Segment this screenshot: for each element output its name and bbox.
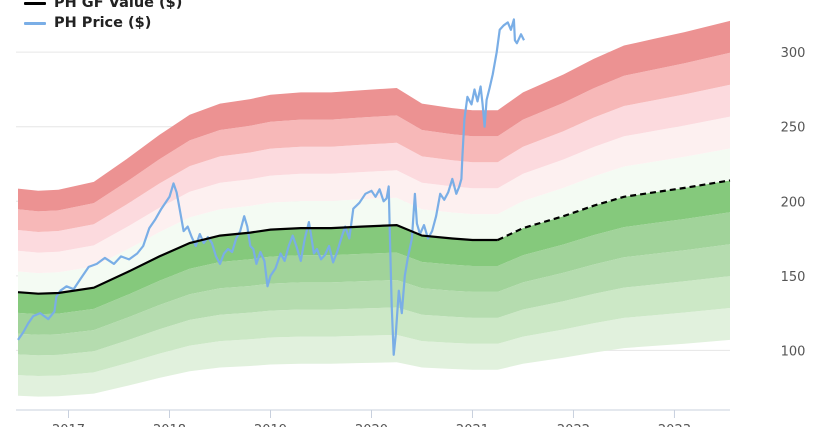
valuation-band-4 <box>18 212 730 335</box>
legend-item-gf-value[interactable]: PH GF Value ($) <box>24 0 182 13</box>
legend-swatch-price <box>24 21 46 25</box>
y-tick-label-200: 200 <box>781 195 806 210</box>
valuation-band-8 <box>18 84 730 253</box>
valuation-band-1 <box>18 308 730 397</box>
x-tick-label-2020: 2020 <box>355 423 388 427</box>
valuation-band-6 <box>18 148 730 294</box>
x-tick-label-2017: 2017 <box>52 423 85 427</box>
series-lines <box>17 18 731 356</box>
x-tick-label-2019: 2019 <box>254 423 287 427</box>
x-tick-label-2018: 2018 <box>153 423 186 427</box>
gf-value-line <box>17 223 498 295</box>
valuation-band-2 <box>18 276 730 376</box>
price-line <box>17 18 525 356</box>
legend-label-gf-value: PH GF Value ($) <box>54 0 183 11</box>
y-tick-label-100: 100 <box>781 344 806 359</box>
valuation-band-3 <box>18 244 730 356</box>
legend-label-price: PH Price ($) <box>54 15 152 31</box>
legend: PH GF Value ($) PH Price ($) <box>24 0 182 33</box>
gf-value-estimate-line <box>497 179 731 241</box>
axes: 100 150 200 250 300 2017 2018 2019 2020 2021 2022 2… <box>16 46 805 427</box>
y-tick-label-150: 150 <box>781 270 806 285</box>
valuation-band-5 <box>18 180 730 315</box>
valuation-bands <box>18 20 730 397</box>
legend-item-price[interactable]: PH Price ($) <box>24 13 182 33</box>
x-tick-label-2023: 2023 <box>658 423 691 427</box>
x-tick-label-2021: 2021 <box>456 423 489 427</box>
legend-swatch-gf-value <box>24 1 46 5</box>
x-tick-label-2022: 2022 <box>557 423 590 427</box>
y-tick-label-250: 250 <box>781 121 806 136</box>
valuation-band-10 <box>18 20 730 212</box>
valuation-band-9 <box>18 52 730 232</box>
y-tick-label-300: 300 <box>781 46 806 61</box>
